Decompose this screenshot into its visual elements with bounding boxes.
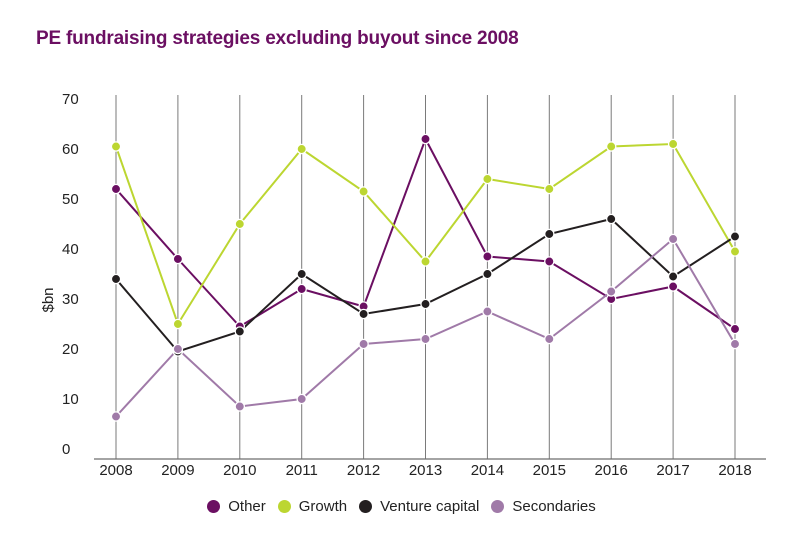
data-point-venture-capital [605,213,617,225]
data-point-other [729,323,741,335]
data-point-growth [110,141,122,152]
data-point-secondaries [482,306,493,317]
x-tick-label: 2015 [533,462,566,479]
legend-label: Growth [298,498,348,515]
x-tick-label: 2013 [409,462,442,479]
data-point-secondaries [110,411,122,422]
data-point-other [420,133,431,145]
data-point-other [172,253,184,265]
data-point-secondaries [234,401,246,412]
x-tick-label: 2008 [99,462,132,479]
data-point-secondaries [172,343,184,355]
x-tick-label: 2012 [347,462,380,479]
x-tick-label: 2018 [718,462,751,479]
data-point-other [544,256,555,267]
y-tick-label: 60 [62,141,79,158]
y-tick-label: 30 [62,291,79,308]
x-tick-label: 2016 [595,462,628,479]
legend-item-secondaries: Secondaries [491,498,596,515]
legend-item-growth: Growth [277,498,348,515]
chart-legend: Other Growth Venture capital Secondaries [0,498,805,515]
data-point-venture-capital [234,326,246,337]
legend-item-venture-capital: Venture capital [359,498,479,515]
x-tick-label: 2010 [223,462,256,479]
data-point-growth [729,246,741,257]
legend-swatch-icon [277,500,291,513]
legend-swatch-icon [207,500,221,513]
y-tick-label: 0 [62,441,70,458]
data-point-growth [234,218,246,230]
y-tick-label: 70 [62,91,79,108]
data-point-secondaries [358,338,369,350]
data-point-other [482,251,493,262]
chart-title: PE fundraising strategies excluding buyo… [36,28,519,49]
data-point-venture-capital [110,273,122,285]
data-point-growth [172,318,184,330]
data-point-secondaries [667,233,679,245]
data-point-secondaries [544,333,555,345]
legend-label: Venture capital [380,498,480,515]
legend-swatch-icon [491,500,505,513]
x-tick-label: 2011 [286,462,318,479]
legend-label: Secondaries [512,498,596,515]
data-point-other [110,183,122,195]
data-point-venture-capital [296,268,307,280]
data-point-secondaries [605,286,617,297]
data-point-growth [605,141,617,152]
x-tick-label: 2017 [656,462,689,479]
y-tick-label: 40 [62,241,79,258]
y-axis-label: $bn [40,287,57,312]
data-point-other [296,283,307,295]
data-point-venture-capital [729,231,741,242]
data-point-venture-capital [667,271,679,282]
data-point-growth [482,173,493,185]
data-point-growth [667,138,679,150]
data-point-other [667,281,679,292]
data-point-venture-capital [358,308,369,320]
data-point-venture-capital [544,228,555,240]
x-tick-label: 2014 [471,462,504,479]
data-point-secondaries [296,393,307,405]
data-point-growth [544,183,555,195]
data-point-growth [420,256,431,267]
data-point-growth [296,143,307,155]
legend-label: Other [228,498,266,515]
data-point-growth [358,186,369,197]
data-point-secondaries [729,338,741,350]
x-tick-label: 2009 [161,462,194,479]
data-point-venture-capital [420,298,431,310]
data-point-venture-capital [482,268,493,280]
y-tick-label: 20 [62,341,79,358]
y-tick-label: 10 [62,391,79,408]
legend-swatch-icon [359,500,373,513]
legend-item-other: Other [207,498,266,515]
data-point-secondaries [420,333,431,345]
y-tick-label: 50 [62,191,79,208]
